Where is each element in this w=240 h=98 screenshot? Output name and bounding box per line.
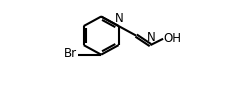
Text: N: N [146, 31, 155, 44]
Text: OH: OH [163, 32, 181, 45]
Text: N: N [115, 12, 123, 25]
Text: Br: Br [64, 47, 77, 60]
